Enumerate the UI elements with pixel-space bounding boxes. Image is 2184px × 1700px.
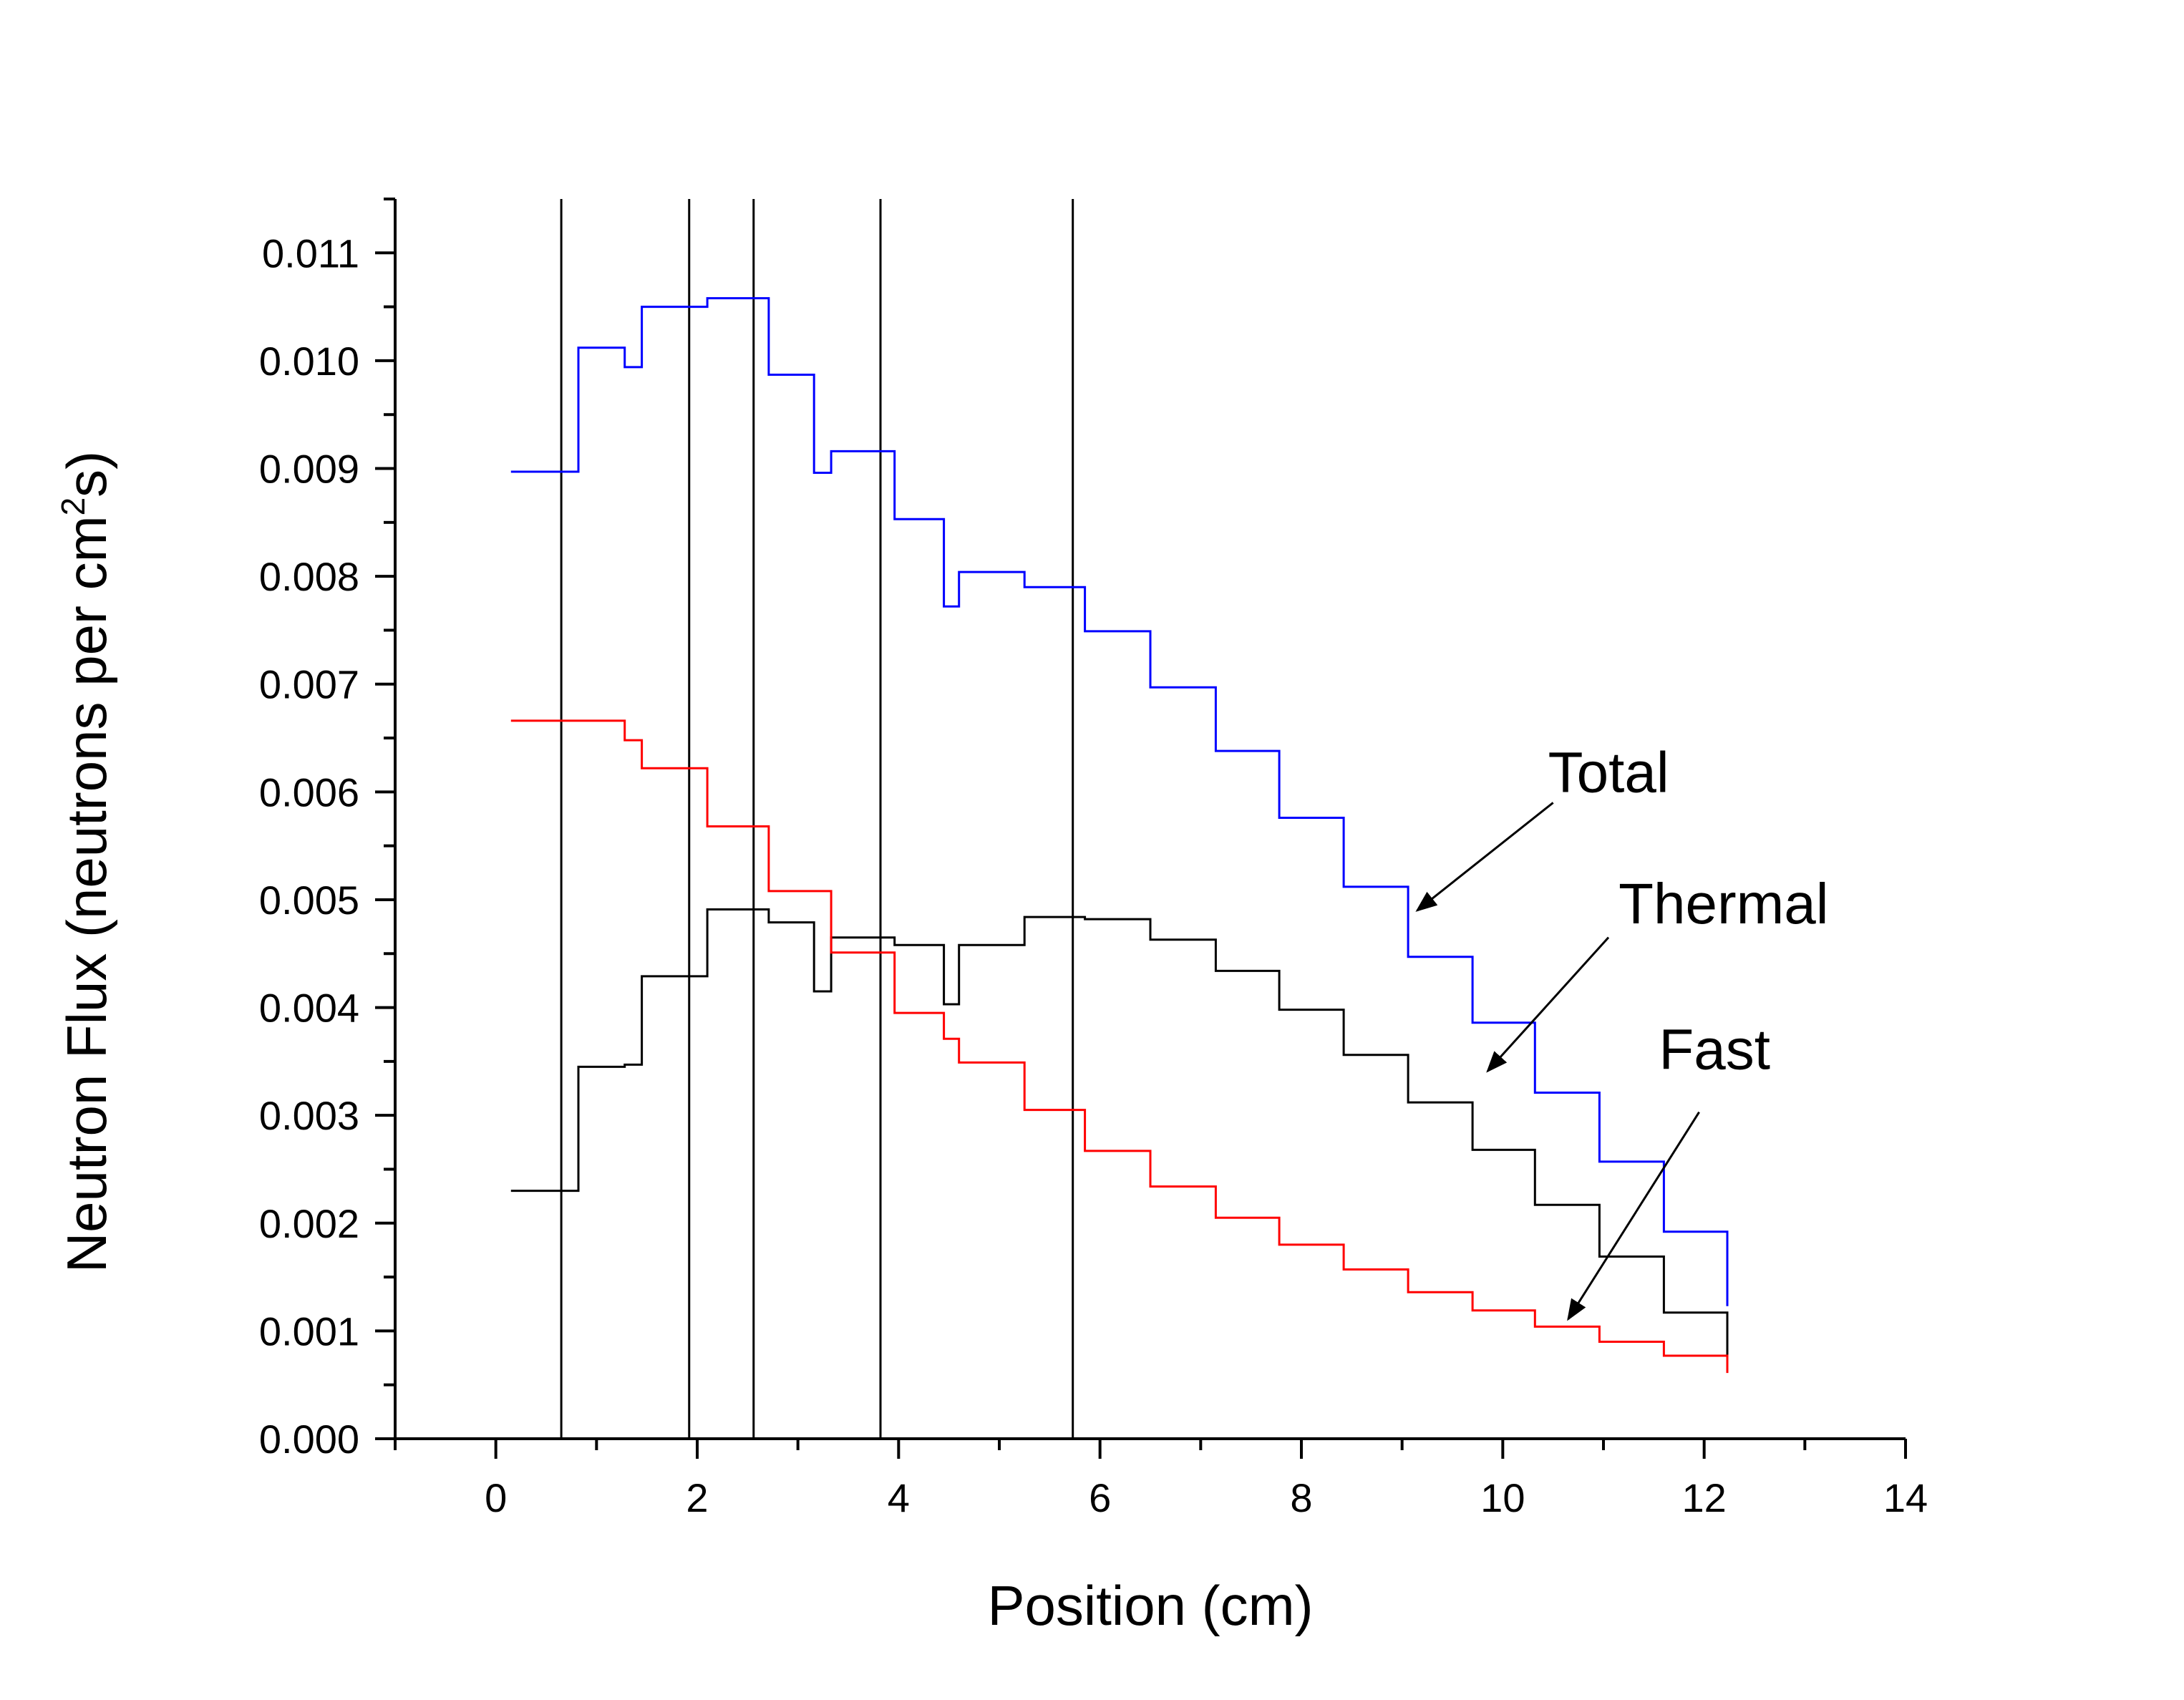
y-tick-label: 0.004: [259, 986, 359, 1031]
y-axis-title-end: s): [55, 451, 118, 497]
y-tick-label: 0.010: [259, 339, 359, 384]
annotation-arrow-fast: [1567, 1111, 1700, 1321]
x-tick-label: 4: [888, 1475, 910, 1520]
y-tick-label: 0.011: [262, 230, 359, 276]
y-axis-title-main: Neutron Flux (neutrons per cm: [55, 515, 118, 1273]
annotation-arrow-total: [1415, 802, 1554, 912]
x-tick-label: 6: [1089, 1475, 1111, 1520]
series-thermal: [510, 908, 1729, 1359]
series-fast: [510, 719, 1729, 1374]
axes: [394, 199, 1906, 1440]
y-axis-title: Neutron Flux (neutrons per cm2s): [54, 451, 118, 1273]
y-tick-label: 0.009: [259, 447, 359, 492]
annotation-label-thermal: Thermal: [1618, 872, 1828, 936]
x-tick-label: 10: [1480, 1475, 1525, 1520]
y-tick-label: 0.003: [259, 1093, 359, 1138]
annotation-label-fast: Fast: [1659, 1017, 1770, 1081]
y-tick-label: 0.006: [259, 769, 359, 815]
annotation-label-total: Total: [1548, 740, 1669, 804]
y-tick-label: 0.005: [259, 878, 359, 923]
series-total: [510, 297, 1729, 1306]
y-tick-label: 0.002: [259, 1201, 359, 1246]
x-axis-title: Position (cm): [987, 1574, 1313, 1637]
region-boundaries: [560, 199, 1074, 1439]
x-tick-label: 8: [1290, 1475, 1312, 1520]
x-tick-label: 2: [686, 1475, 708, 1520]
annotation-arrow-thermal: [1486, 936, 1610, 1073]
x-axis-ticks: 0 2 4 6 8 10 12 14: [394, 1439, 1928, 1520]
y-axis-title-superscript: 2: [54, 497, 92, 516]
x-tick-label: 12: [1682, 1475, 1727, 1520]
y-tick-label: 0.008: [259, 554, 359, 599]
y-tick-label: 0.007: [259, 662, 359, 707]
y-tick-label: 0.001: [259, 1308, 359, 1354]
y-tick-label: 0.000: [259, 1417, 359, 1462]
series-annotations: Total Thermal Fast: [1415, 740, 1829, 1321]
x-tick-label: 0: [485, 1475, 507, 1520]
x-tick-label: 14: [1883, 1475, 1928, 1520]
y-axis-ticks: 0.000 0.001 0.002 0.003 0.004 0.005 0.006 0.007…: [259, 198, 395, 1462]
plot-series: [510, 297, 1729, 1374]
